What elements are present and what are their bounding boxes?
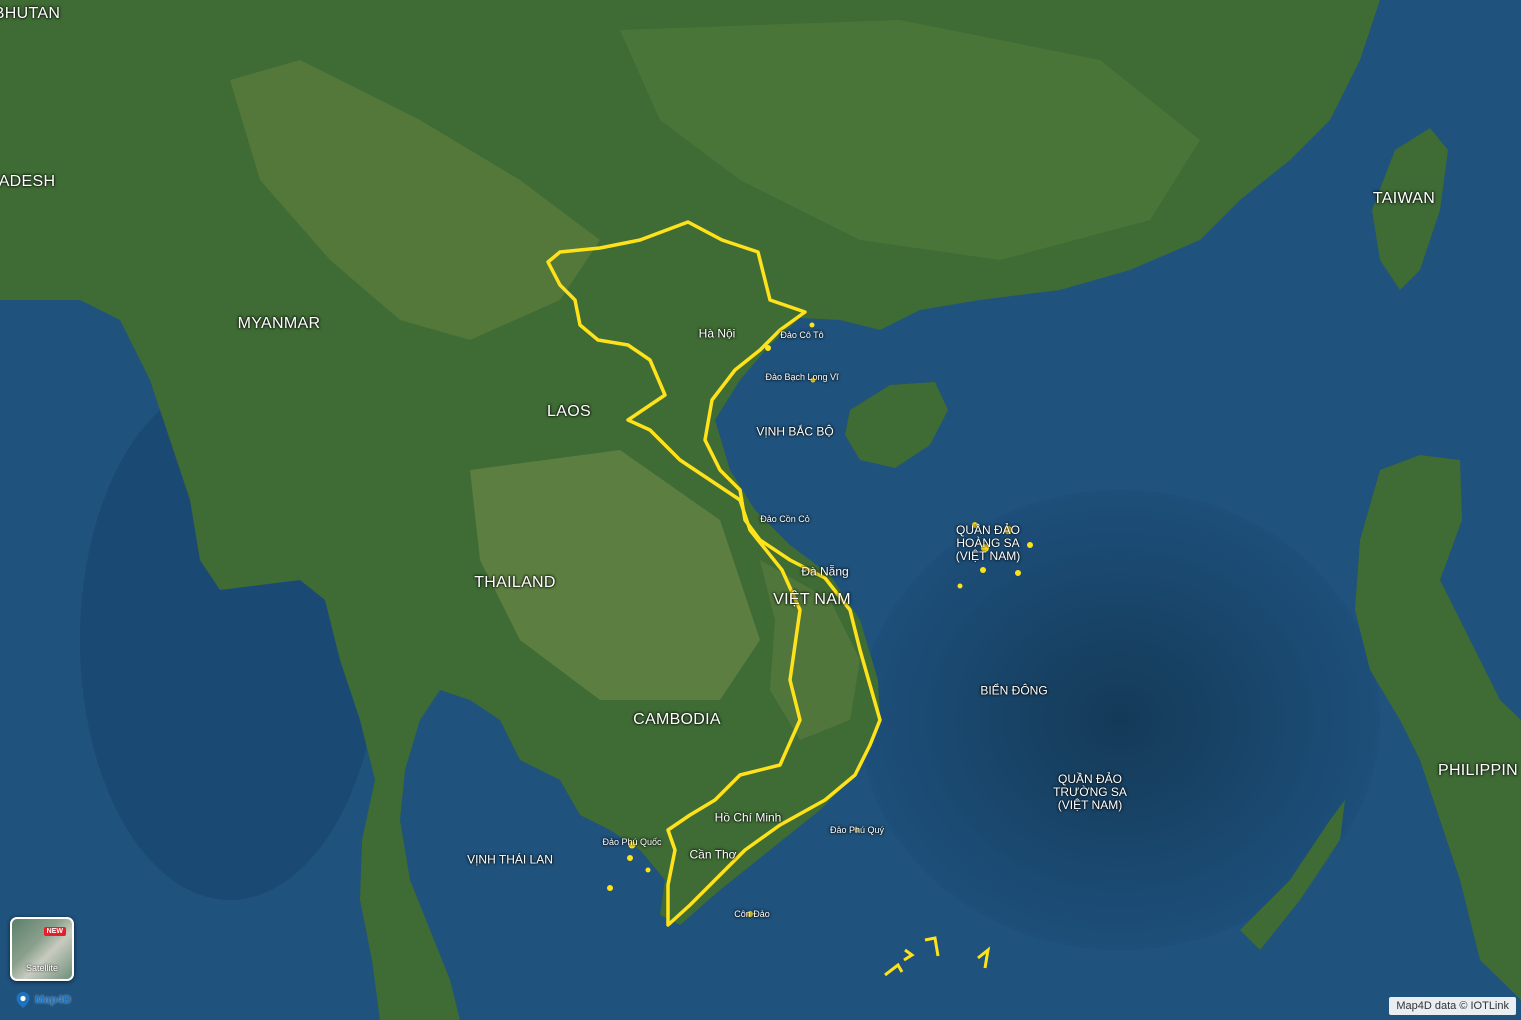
label-hanoi: Hà Nội bbox=[698, 326, 736, 341]
vietnam-border bbox=[546, 220, 882, 927]
layer-switch-button[interactable]: NEW Satellite bbox=[10, 917, 74, 981]
label-bach-long-vi: Đảo Bạch Long Vĩ bbox=[765, 372, 839, 383]
palawan-island bbox=[1240, 800, 1345, 950]
label-spratly-islands: QUẦN ĐẢO TRƯỜNG SA (VIỆT NAM) bbox=[1053, 772, 1127, 813]
label-co-to: Đảo Cô Tô bbox=[780, 330, 824, 341]
philippines-islands bbox=[1355, 455, 1521, 1000]
label-da-nang: Đà Nẵng bbox=[801, 564, 849, 579]
label-gulf-of-thailand: VỊNH THÁI LAN bbox=[467, 852, 553, 867]
label-con-co: Đảo Cồn Cỏ bbox=[760, 514, 810, 525]
label-east-sea: BIỂN ĐÔNG bbox=[980, 683, 1048, 698]
layer-switch-label: Satellite bbox=[25, 963, 59, 973]
plain-shade bbox=[470, 450, 760, 700]
deep-sea-basin bbox=[860, 490, 1380, 950]
label-paracel-islands: QUẦN ĐẢO HOÀNG SA (VIỆT NAM) bbox=[955, 523, 1021, 564]
label-taiwan: TAIWAN bbox=[1372, 190, 1436, 208]
label-can-tho: Cần Thơ bbox=[689, 847, 737, 862]
label-ho-chi-minh: Hồ Chí Minh bbox=[714, 810, 782, 825]
label-phu-quoc: Đảo Phú Quốc bbox=[602, 837, 662, 848]
label-con-dao: Côn Đảo bbox=[734, 909, 770, 920]
label-bhutan: BHUTAN bbox=[0, 5, 61, 23]
label-cambodia: CAMBODIA bbox=[633, 711, 721, 729]
spratly-islands bbox=[884, 936, 991, 977]
taiwan-island bbox=[1372, 128, 1448, 290]
label-myanmar: MYANMAR bbox=[237, 315, 321, 333]
label-vietnam: VIỆT NAM bbox=[773, 591, 851, 609]
map-attribution: Map4D data © IOTLink bbox=[1389, 997, 1516, 1015]
hainan-island bbox=[845, 382, 948, 468]
label-laos: LAOS bbox=[547, 403, 591, 421]
label-philippines: PHILIPPIN bbox=[1437, 762, 1519, 780]
map-pin-icon bbox=[16, 992, 30, 1008]
new-badge: NEW bbox=[43, 927, 66, 936]
map4d-logo[interactable]: Map4D bbox=[15, 990, 71, 1010]
highland-shade bbox=[230, 60, 600, 340]
label-gulf-of-tonkin: VỊNH BẮC BỘ bbox=[756, 424, 834, 439]
central-highland-shade bbox=[760, 560, 860, 740]
logo-text: Map4D bbox=[35, 994, 72, 1006]
label-phu-quy: Đảo Phú Quý bbox=[829, 825, 885, 836]
northern-china-shade bbox=[620, 20, 1200, 260]
label-thailand: THAILAND bbox=[474, 574, 556, 592]
label-bangladesh: ADESH bbox=[0, 173, 56, 191]
southern-islands bbox=[607, 322, 860, 917]
paracel-islands bbox=[957, 522, 1033, 589]
